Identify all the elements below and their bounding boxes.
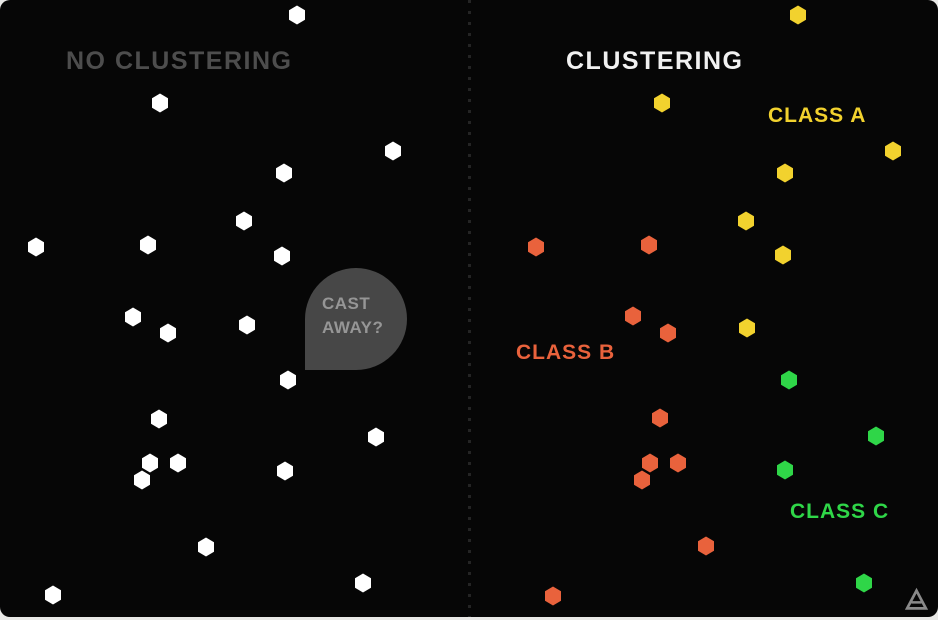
data-point-hexagon-class-b [625, 306, 641, 326]
data-point-hexagon-class-b [670, 453, 686, 473]
clustering-title: CLUSTERING [566, 47, 744, 75]
data-point-hexagon-class-a [739, 318, 755, 338]
data-point-hexagon-unclustered [160, 323, 176, 343]
data-point-hexagon-class-c [856, 573, 872, 593]
data-point-hexagon-class-a [885, 141, 901, 161]
panel-divider-dotted-line [468, 0, 471, 617]
data-point-hexagon-class-b [660, 323, 676, 343]
data-point-hexagon-class-b [634, 470, 650, 490]
data-point-hexagon-unclustered [140, 235, 156, 255]
data-point-hexagon-class-a [775, 245, 791, 265]
data-point-hexagon-unclustered [152, 93, 168, 113]
data-point-hexagon-unclustered [142, 453, 158, 473]
data-point-hexagon-unclustered [125, 307, 141, 327]
data-point-hexagon-class-b [652, 408, 668, 428]
data-point-hexagon-class-a [777, 163, 793, 183]
no-clustering-title: NO CLUSTERING [66, 47, 293, 75]
class-b-label: CLASS B [516, 341, 616, 364]
data-point-hexagon-class-b [642, 453, 658, 473]
data-point-hexagon-unclustered [280, 370, 296, 390]
data-point-hexagon-class-c [777, 460, 793, 480]
data-point-hexagon-class-c [868, 426, 884, 446]
data-point-hexagon-unclustered [277, 461, 293, 481]
bubble-text-line2: AWAY? [322, 318, 384, 337]
data-point-hexagon-unclustered [368, 427, 384, 447]
data-point-hexagon-unclustered [151, 409, 167, 429]
data-point-hexagon-unclustered [289, 5, 305, 25]
watermark-a-logo-icon [904, 587, 929, 610]
data-point-hexagon-unclustered [274, 246, 290, 266]
data-point-hexagon-class-a [738, 211, 754, 231]
data-point-hexagon-unclustered [276, 163, 292, 183]
class-c-label: CLASS C [790, 500, 890, 523]
data-point-hexagon-unclustered [355, 573, 371, 593]
data-point-hexagon-unclustered [198, 537, 214, 557]
data-point-hexagon-class-b [641, 235, 657, 255]
data-point-hexagon-class-b [545, 586, 561, 606]
data-point-hexagon-unclustered [28, 237, 44, 257]
data-point-hexagon-unclustered [134, 470, 150, 490]
data-point-hexagon-class-b [698, 536, 714, 556]
data-point-hexagon-unclustered [239, 315, 255, 335]
cast-away-speech-bubble: CAST AWAY? [305, 268, 407, 370]
bubble-text-line1: CAST [322, 294, 371, 313]
data-point-hexagon-class-c [781, 370, 797, 390]
data-point-hexagon-class-a [790, 5, 806, 25]
data-point-hexagon-unclustered [45, 585, 61, 605]
class-a-label: CLASS A [768, 104, 867, 127]
data-point-hexagon-unclustered [385, 141, 401, 161]
data-point-hexagon-unclustered [236, 211, 252, 231]
data-point-hexagon-unclustered [170, 453, 186, 473]
data-point-hexagon-class-a [654, 93, 670, 113]
data-point-hexagon-class-b [528, 237, 544, 257]
